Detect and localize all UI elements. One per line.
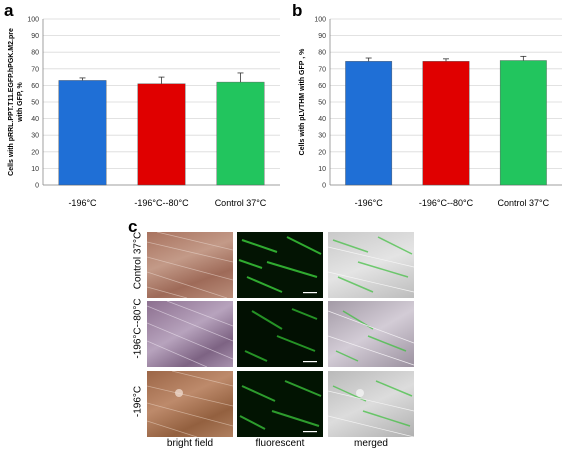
- y-tick-label: 40: [318, 116, 326, 123]
- merged-image: [328, 371, 414, 437]
- row-label-196: -196°C: [132, 385, 144, 418]
- merged-image: [328, 232, 414, 298]
- y-tick-label: 50: [31, 100, 39, 107]
- y-tick-label: 40: [31, 116, 39, 123]
- y-axis-label: with GFP, %: [17, 81, 24, 122]
- x-tick-label: -196°C: [68, 198, 97, 208]
- row-label-196-80: -196°C--80°C: [132, 298, 144, 359]
- column-label-merged: merged: [354, 438, 388, 449]
- bar: [499, 60, 547, 186]
- x-tick-label: Control 37°C: [498, 198, 550, 208]
- y-tick-label: 20: [31, 149, 39, 156]
- y-tick-label: 0: [35, 183, 39, 190]
- bar: [137, 83, 186, 186]
- y-tick-label: 60: [318, 83, 326, 90]
- y-tick-label: 80: [318, 50, 326, 57]
- y-tick-label: 100: [314, 17, 326, 24]
- y-tick-label: 100: [27, 17, 39, 24]
- y-tick-label: 50: [318, 100, 326, 107]
- bar: [216, 81, 265, 186]
- y-tick-label: 80: [31, 50, 39, 57]
- column-label-bright-field: bright field: [166, 438, 214, 449]
- chart-b: 0 10 20 30 40 50 60 70 80 90 100 -196°C -196°C--80°C…: [299, 17, 562, 208]
- x-tick-label: -196°C--80°C: [134, 198, 189, 208]
- y-axis-label: Cells with pRRL.PPT.T11.EGFP.hPGK.M2.pre: [8, 28, 15, 176]
- fluorescent-image: [237, 301, 323, 367]
- y-axis-label: Cells with pLVTHM with GFP , %: [299, 48, 306, 155]
- bright-field-image: [147, 232, 233, 298]
- scale-bar: [303, 431, 317, 433]
- x-tick-label: -196°C--80°C: [419, 198, 474, 208]
- column-label-fluorescent: fluorescent: [255, 438, 305, 449]
- panel-label-c: c: [128, 217, 138, 236]
- panel-label-a: a: [4, 1, 14, 20]
- bar: [345, 61, 393, 186]
- y-tick-label: 10: [31, 166, 39, 173]
- fluorescent-image: [237, 232, 323, 298]
- scale-bar: [303, 292, 317, 294]
- bar: [422, 61, 470, 186]
- x-tick-label: Control 37°C: [215, 198, 267, 208]
- y-tick-label: 10: [318, 166, 326, 173]
- y-tick-label: 90: [31, 33, 39, 40]
- y-tick-label: 0: [322, 183, 326, 190]
- y-tick-label: 70: [318, 66, 326, 73]
- y-tick-label: 90: [318, 33, 326, 40]
- y-tick-label: 60: [31, 83, 39, 90]
- bright-field-image: [147, 301, 233, 367]
- chart-a: 0 10 20 30 40 50 60 70 80 90 100 -196°C -196°C--80°C…: [8, 17, 280, 208]
- scale-bar: [303, 361, 317, 363]
- fluorescent-image: [237, 371, 323, 437]
- x-tick-label: -196°C: [355, 198, 384, 208]
- y-tick-label: 30: [31, 133, 39, 140]
- merged-image: [328, 301, 414, 367]
- y-tick-label: 70: [31, 66, 39, 73]
- y-tick-label: 30: [318, 133, 326, 140]
- panel-label-b: b: [292, 1, 303, 20]
- y-tick-label: 20: [318, 149, 326, 156]
- bar: [58, 80, 107, 186]
- row-label-control: Control 37°C: [132, 231, 144, 290]
- bright-field-image: [147, 371, 233, 437]
